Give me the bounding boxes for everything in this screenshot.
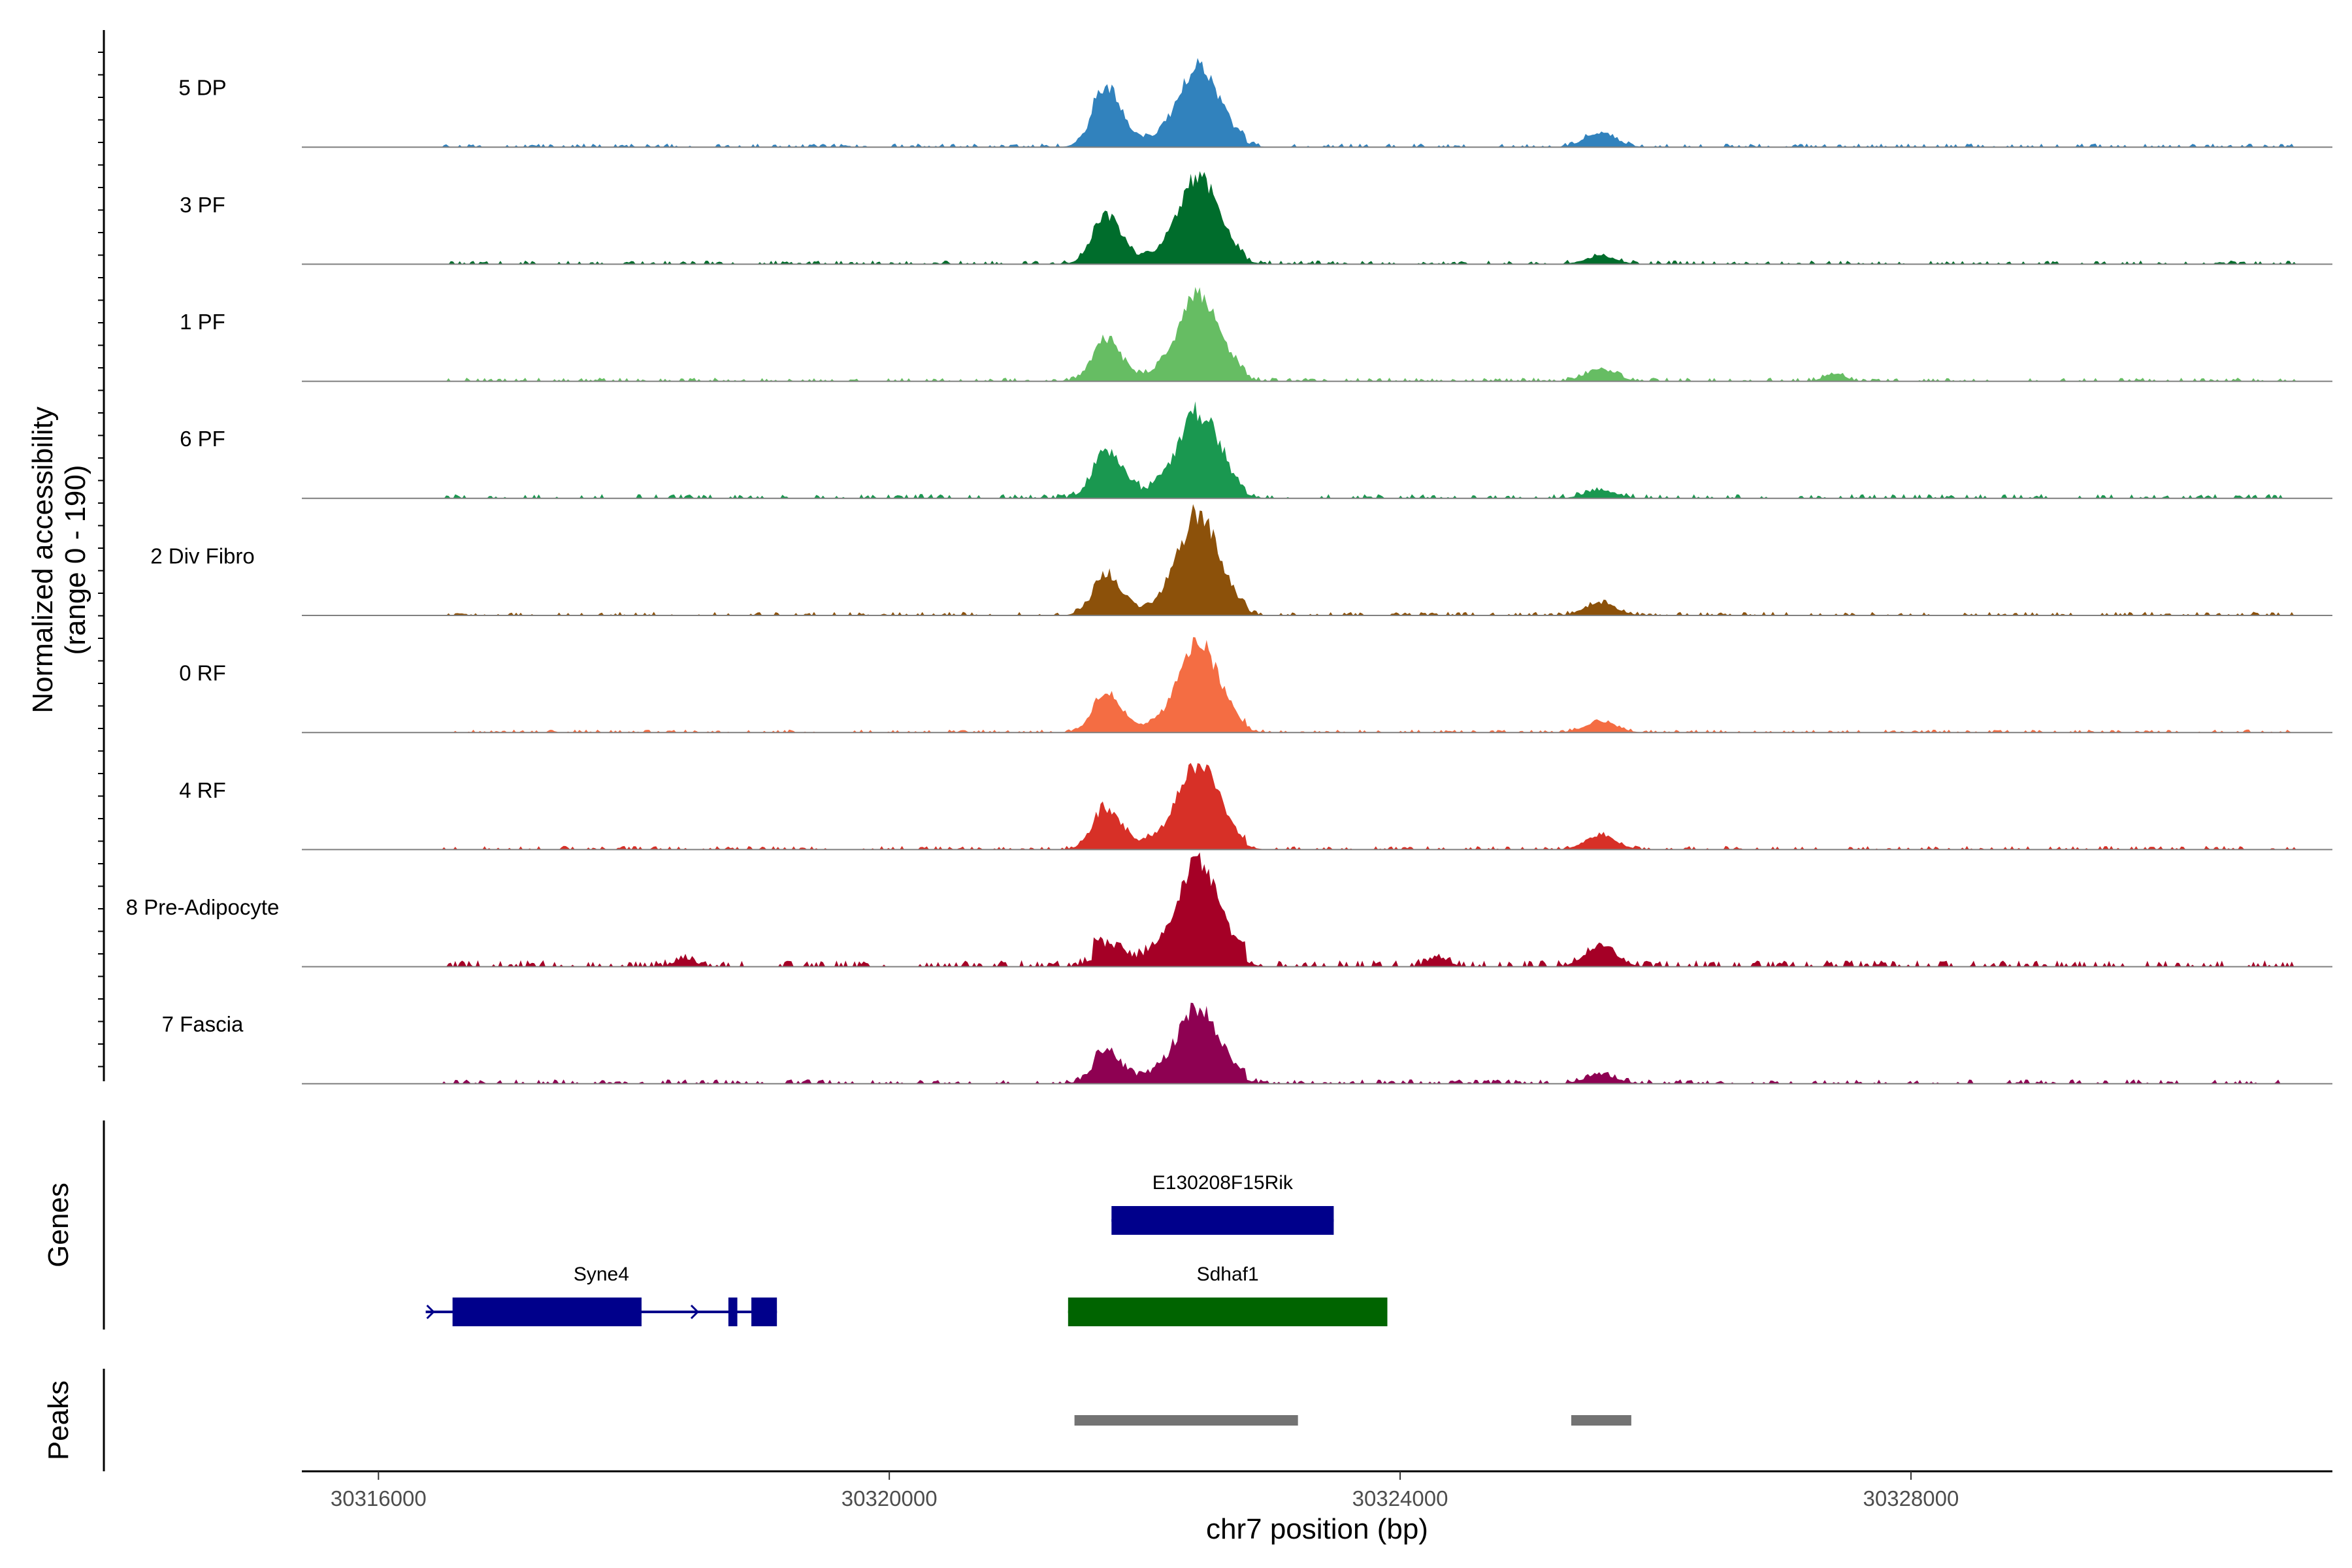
track-label: 2 Div Fibro — [150, 544, 255, 568]
gene-sdhaf1: Sdhaf1 — [1068, 1264, 1388, 1326]
y-axis-title-line2: (range 0 - 190) — [59, 465, 91, 655]
x-axis-ticks: 30316000 30320000 30324000 30328000 — [331, 1471, 1959, 1511]
x-tick-label: 30316000 — [331, 1486, 427, 1511]
track-7: 4 RF — [179, 762, 2332, 851]
track-coverage-area — [302, 852, 2332, 967]
genes-panel-title: Genes — [42, 1183, 74, 1267]
track-coverage-area — [302, 1002, 2332, 1084]
track-label: 7 Fascia — [162, 1012, 244, 1036]
strand-arrow-icon — [426, 1304, 435, 1320]
peaks-panel-title: Peaks — [42, 1380, 74, 1460]
track-coverage-area — [302, 57, 2332, 148]
track-label: 6 PF — [180, 427, 225, 451]
track-coverage-area — [302, 171, 2332, 265]
track-label: 5 DP — [178, 76, 226, 100]
track-9: 7 Fascia — [162, 1002, 2332, 1085]
track-label: 3 PF — [180, 193, 225, 217]
track-label: 1 PF — [180, 310, 225, 334]
track-6: 0 RF — [179, 637, 2332, 734]
gene-exon — [751, 1298, 777, 1326]
track-8: 8 Pre-Adipocyte — [126, 852, 2332, 968]
track-4: 6 PF — [180, 401, 2332, 499]
gene-exon — [1111, 1206, 1334, 1235]
coverage-tracks: 5 DP 3 PF 1 PF 6 PF 2 Div Fibro 0 RF 4 RF 8 Pre… — [126, 57, 2332, 1085]
track-2: 3 PF — [180, 171, 2332, 265]
gene-exon — [452, 1298, 642, 1326]
gene-label: E130208F15Rik — [1152, 1172, 1294, 1194]
x-tick-label: 30324000 — [1352, 1486, 1448, 1511]
x-tick-label: 30328000 — [1863, 1486, 1959, 1511]
coverage-y-ticks — [98, 52, 104, 1068]
strand-arrow-icon — [690, 1304, 700, 1320]
track-label: 8 Pre-Adipocyte — [126, 895, 280, 919]
track-3: 1 PF — [180, 287, 2332, 382]
track-label: 0 RF — [179, 661, 226, 685]
peak-region — [1074, 1415, 1298, 1426]
gene-exon — [728, 1298, 738, 1326]
peaks-panel — [1074, 1415, 1631, 1426]
y-axis-title-line1: Normalized accessibility — [27, 406, 59, 713]
gene-syne4: Syne4 — [425, 1264, 777, 1326]
gene-label: Sdhaf1 — [1197, 1264, 1259, 1285]
track-coverage-area — [302, 637, 2332, 733]
track-coverage-area — [302, 504, 2332, 615]
track-coverage-area — [302, 401, 2332, 498]
x-tick-label: 30320000 — [841, 1486, 938, 1511]
track-5: 2 Div Fibro — [150, 504, 2332, 616]
genes-panel: E130208F15Rik Syne4 Sdhaf1 — [425, 1172, 1388, 1326]
peak-region — [1571, 1415, 1631, 1426]
gene-e130208f15rik: E130208F15Rik — [1111, 1172, 1334, 1235]
gene-exon — [1068, 1298, 1388, 1326]
gene-label: Syne4 — [574, 1264, 629, 1285]
track-1: 5 DP — [178, 57, 2332, 148]
track-label: 4 RF — [179, 778, 226, 802]
track-coverage-area — [302, 287, 2332, 382]
track-coverage-area — [302, 762, 2332, 850]
x-axis-title: chr7 position (bp) — [1206, 1513, 1428, 1545]
